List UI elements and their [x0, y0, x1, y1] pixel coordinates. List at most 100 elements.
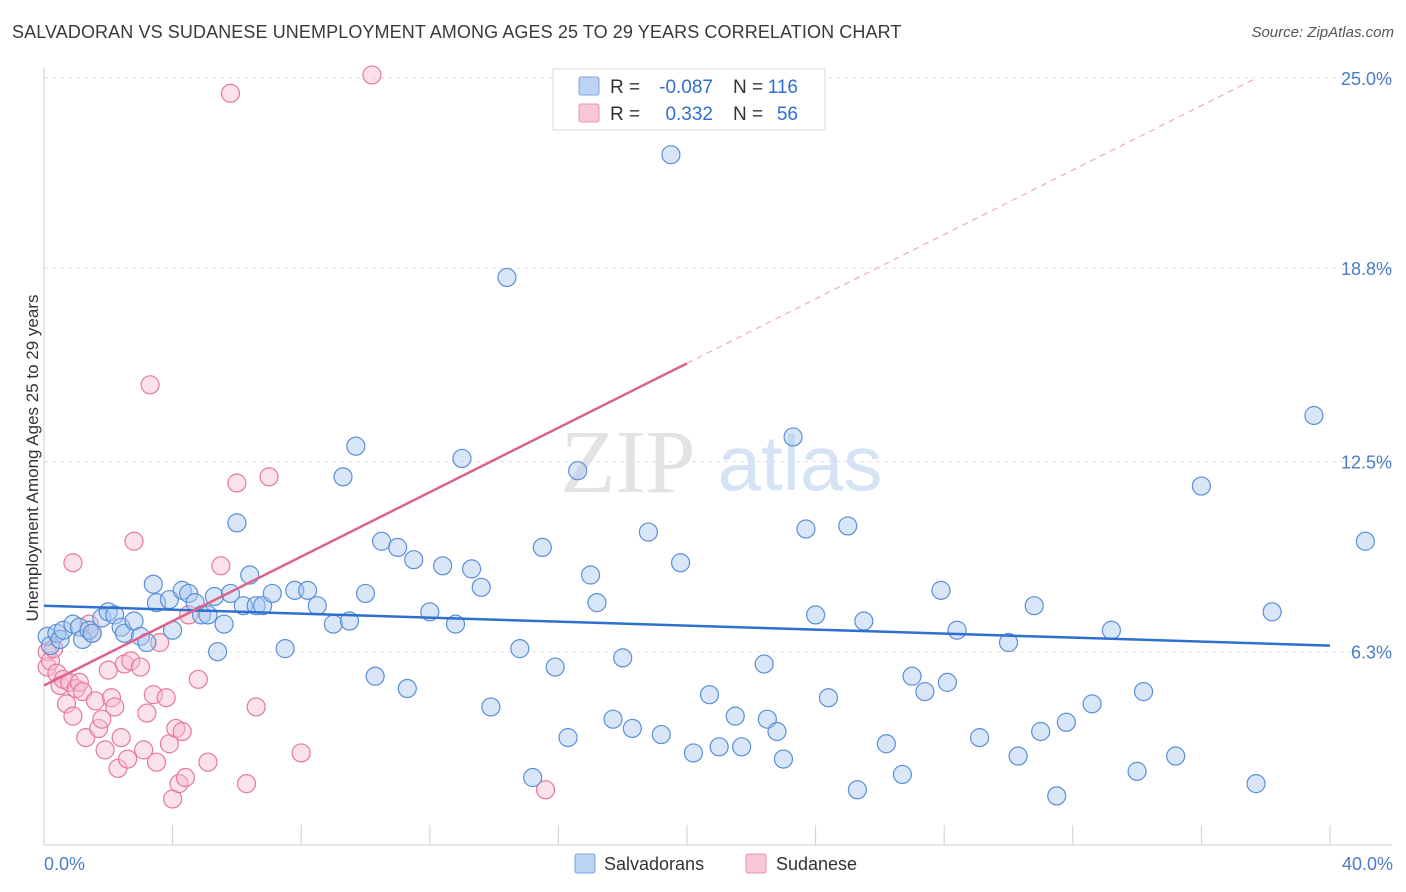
sudanese-point-17: [85, 691, 106, 711]
salvadoran-point-44: [346, 436, 366, 456]
salvadoran-point-81: [767, 721, 787, 742]
salvadoran-point-57: [481, 697, 501, 717]
salvadoran-point-61: [532, 537, 552, 558]
legend-n-label-2: N =: [733, 104, 763, 125]
salvadoran-point-78: [732, 737, 752, 757]
watermark-zip: ZIP: [561, 413, 696, 512]
salvadoran-point-74: [683, 743, 704, 763]
sudanese-point-7: [56, 694, 77, 714]
sudanese-point-50: [236, 774, 257, 794]
salvadoran-point-47: [371, 531, 392, 551]
bottom-legend-swatch-sudanese: [745, 853, 767, 874]
salvadoran-point-91: [892, 764, 913, 785]
salvadoran-point-8: [79, 620, 99, 640]
salvadoran-point-41: [323, 614, 343, 634]
sudanese-point-31: [134, 740, 154, 760]
sudanese-point-54: [362, 65, 382, 85]
salvadoran-point-64: [568, 461, 588, 481]
sudanese-point-20: [95, 740, 115, 760]
salvadoran-point-40: [307, 596, 327, 616]
sudanese-point-55: [535, 780, 556, 800]
salvadoran-point-66: [587, 593, 607, 613]
salvadoran-point-100: [1024, 596, 1044, 616]
salvadoran-point-67: [603, 709, 623, 729]
salvadoran-point-48: [388, 537, 408, 558]
salvadoran-point-106: [1127, 761, 1147, 781]
salvadoran-point-9: [82, 623, 102, 643]
salvadoran-point-98: [998, 632, 1019, 653]
salvadoran-point-86: [818, 688, 839, 708]
salvadoran-point-62: [545, 657, 565, 677]
grid-lines: [44, 77, 1392, 653]
salvadoran-point-92: [902, 666, 922, 686]
sudanese-trend-extension: [686, 77, 1257, 364]
sudanese-point-43: [175, 767, 196, 788]
salvadoran-point-72: [661, 145, 681, 165]
bottom-legend: Salvadorans Sudanese: [574, 853, 857, 874]
legend-r-value-1: -0.087: [659, 77, 713, 98]
salvadoran-point-12: [105, 605, 125, 625]
salvadoran-point-102: [1047, 786, 1067, 806]
salvadoran-point-68: [613, 648, 633, 668]
y-tick-label-0: 6.3%: [1351, 643, 1392, 663]
salvadoran-point-89: [854, 611, 874, 631]
salvadoran-point-4: [53, 620, 73, 640]
salvadoran-point-28: [208, 642, 228, 662]
salvadoran-point-77: [725, 706, 745, 726]
y-axis-label: Unemployment Among Ages 25 to 29 years: [23, 295, 42, 622]
salvadoran-point-63: [558, 728, 578, 748]
axes: [43, 68, 1392, 846]
salvadoran-point-107: [1133, 681, 1154, 702]
salvadoran-point-99: [1008, 746, 1028, 766]
chart-title: SALVADORAN VS SUDANESE UNEMPLOYMENT AMON…: [12, 22, 902, 42]
chart-source: Source: ZipAtlas.com: [1251, 24, 1394, 41]
salvadoran-point-39: [298, 580, 318, 600]
salvadoran-point-65: [580, 565, 601, 585]
y-tick-label-3: 25.0%: [1341, 69, 1392, 89]
sudanese-point-21: [98, 660, 118, 680]
salvadoran-point-36: [262, 583, 282, 604]
salvadoran-point-82: [773, 749, 794, 769]
sudanese-point-9: [63, 706, 83, 726]
salvadoran-point-58: [497, 267, 517, 288]
salvadoran-point-85: [805, 605, 826, 625]
watermark-atlas: atlas: [718, 419, 883, 507]
sudanese-point-37: [156, 688, 176, 708]
sudanese-point-10: [63, 553, 83, 573]
salvadoran-point-101: [1031, 721, 1051, 742]
sudanese-points: [37, 65, 556, 809]
x-tick-labels: 0.0% 40.0%: [44, 854, 1393, 874]
salvadoran-point-31: [227, 513, 247, 533]
bottom-legend-swatch-salvadorans: [574, 853, 596, 874]
salvadoran-point-93: [915, 681, 935, 702]
salvadoran-point-73: [670, 553, 691, 573]
salvadoran-point-60: [523, 767, 543, 788]
salvadoran-point-96: [947, 620, 967, 640]
legend-box: R = -0.087 N = 116 R = 0.332 N = 56: [552, 68, 826, 131]
legend-n-value-2: 56: [777, 104, 798, 125]
sudanese-point-52: [259, 467, 279, 487]
sudanese-point-25: [111, 728, 131, 748]
sudanese-point-30: [130, 657, 151, 677]
sudanese-trend-line: [43, 362, 688, 687]
salvadoran-point-69: [622, 718, 642, 739]
salvadoran-points: [37, 145, 1375, 806]
bottom-legend-label-salvadorans: Salvadorans: [604, 854, 704, 874]
salvadoran-point-84: [796, 519, 816, 539]
salvadoran-point-103: [1056, 712, 1076, 732]
salvadoran-point-90: [876, 734, 896, 754]
trend-lines: [43, 77, 1331, 687]
salvadoran-point-42: [333, 467, 353, 487]
salvadoran-point-108: [1166, 746, 1186, 766]
salvadoran-point-87: [838, 516, 858, 536]
salvadoran-point-70: [638, 522, 659, 542]
salvadoran-point-113: [1355, 531, 1375, 551]
sudanese-point-35: [146, 752, 167, 772]
legend-swatch-salvadorans: [578, 76, 600, 96]
sudanese-point-23: [105, 697, 125, 717]
sudanese-point-33: [140, 375, 160, 395]
salvadoran-point-45: [355, 583, 376, 604]
salvadoran-point-76: [709, 737, 729, 757]
salvadoran-point-46: [365, 666, 385, 686]
